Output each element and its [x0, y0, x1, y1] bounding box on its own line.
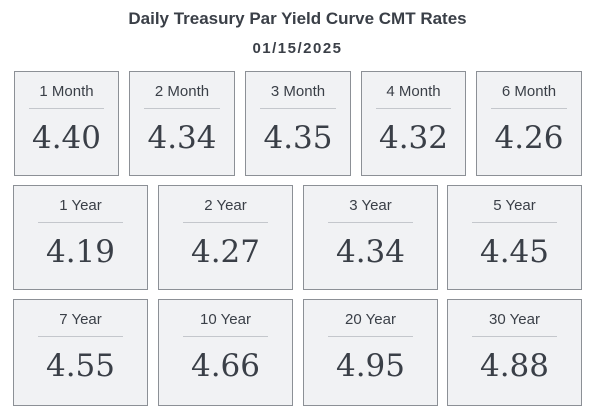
rate-card-divider: [183, 336, 268, 337]
rate-card-divider: [144, 108, 220, 109]
rate-card-label: 4 Month: [386, 83, 441, 100]
rate-card-label: 1 Month: [39, 83, 94, 100]
rate-row-long-term: 7 Year 4.55 10 Year 4.66 20 Year 4.95 30…: [0, 299, 595, 406]
rate-card-10-year: 10 Year 4.66: [158, 299, 293, 406]
rate-card-value: 4.88: [479, 348, 550, 384]
rate-card-20-year: 20 Year 4.95: [303, 299, 438, 406]
rate-card-label: 5 Year: [493, 197, 536, 214]
rate-card-2-year: 2 Year 4.27: [158, 185, 293, 290]
rate-card-divider: [29, 108, 104, 109]
rate-card-value: 4.95: [335, 348, 406, 384]
rate-card-value: 4.45: [479, 234, 550, 270]
rate-card-1-month: 1 Month 4.40: [14, 71, 119, 176]
rate-card-divider: [183, 222, 268, 223]
rate-card-label: 3 Month: [270, 83, 326, 100]
rate-card-label: 30 Year: [489, 311, 540, 328]
rate-card-label: 1 Year: [59, 197, 102, 214]
rate-card-value: 4.34: [147, 120, 217, 156]
rate-card-value: 4.27: [190, 234, 261, 270]
rate-card-3-month: 3 Month 4.35: [245, 71, 351, 176]
rate-card-value: 4.26: [494, 120, 564, 156]
rate-row-short-term: 1 Month 4.40 2 Month 4.34 3 Month 4.35 4…: [0, 71, 595, 176]
rate-card-30-year: 30 Year 4.88: [447, 299, 582, 406]
page-title: Daily Treasury Par Yield Curve CMT Rates: [128, 9, 467, 28]
rate-card-value: 4.40: [31, 120, 102, 156]
rate-card-divider: [38, 222, 123, 223]
rate-card-3-year: 3 Year 4.34: [303, 185, 438, 290]
rate-card-value: 4.35: [263, 120, 333, 156]
rate-card-divider: [376, 108, 451, 109]
rate-card-6-month: 6 Month 4.26: [476, 71, 582, 176]
rate-card-divider: [328, 336, 413, 337]
rates-date: 01/15/2025: [252, 40, 343, 57]
rate-card-1-year: 1 Year 4.19: [13, 185, 148, 290]
rate-card-value: 4.66: [190, 348, 261, 384]
rate-card-divider: [472, 222, 557, 223]
rate-card-label: 3 Year: [349, 197, 392, 214]
rate-card-divider: [472, 336, 557, 337]
rate-card-label: 10 Year: [200, 311, 251, 328]
rate-card-label: 6 Month: [501, 83, 557, 100]
rate-card-5-year: 5 Year 4.45: [447, 185, 582, 290]
rate-card-divider: [328, 222, 413, 223]
rate-card-divider: [38, 336, 123, 337]
rate-card-divider: [491, 108, 567, 109]
rate-card-value: 4.55: [45, 348, 116, 384]
rate-card-divider: [260, 108, 336, 109]
rate-card-label: 2 Month: [154, 83, 210, 100]
rate-card-4-month: 4 Month 4.32: [361, 71, 466, 176]
rate-card-label: 7 Year: [59, 311, 102, 328]
rate-row-mid-term: 1 Year 4.19 2 Year 4.27 3 Year 4.34 5 Ye…: [0, 185, 595, 290]
rate-card-2-month: 2 Month 4.34: [129, 71, 235, 176]
rate-card-label: 2 Year: [204, 197, 247, 214]
rate-card-value: 4.32: [378, 120, 449, 156]
rate-card-7-year: 7 Year 4.55: [13, 299, 148, 406]
rate-card-value: 4.34: [335, 234, 406, 270]
rate-card-label: 20 Year: [345, 311, 396, 328]
rate-card-value: 4.19: [45, 234, 116, 270]
